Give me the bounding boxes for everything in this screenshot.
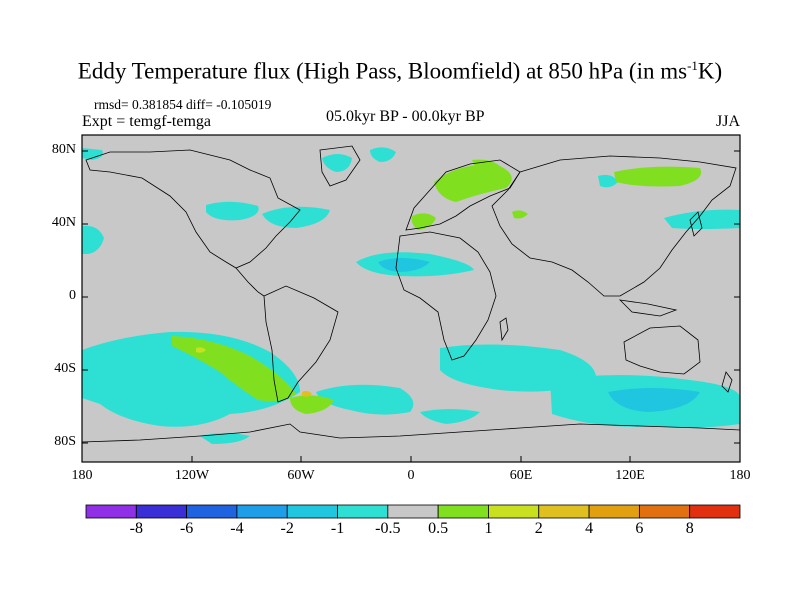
stats-label: rmsd= 0.381854 diff= -0.105019	[94, 97, 272, 112]
coast-australia	[623, 325, 701, 375]
x-tick-label: 180	[729, 468, 751, 483]
colorbar-swatch	[387, 504, 439, 519]
colorbar-swatch	[437, 504, 489, 519]
patch-sh-orange	[302, 390, 312, 397]
coast-greenland	[319, 145, 361, 187]
coastlines	[81, 145, 741, 443]
y-tick-label: 80N	[51, 142, 76, 157]
colorbar-label: 1	[484, 520, 493, 537]
colorbar-label: -2	[280, 520, 294, 537]
season-label: JJA	[716, 113, 741, 130]
y-ticks	[82, 150, 740, 444]
colorbar-label: 2	[534, 520, 543, 537]
patch-natlantic	[262, 206, 330, 228]
colorbar-swatch	[85, 504, 137, 519]
y-tick-label: 80S	[54, 434, 76, 449]
coast-antarctica	[81, 423, 741, 443]
patch-etropatl-core	[378, 258, 430, 272]
patch-europe	[411, 213, 436, 230]
figure-title: Eddy Temperature flux (High Pass, Bloomf…	[77, 58, 723, 84]
coast-north-america	[85, 149, 301, 269]
colorbar-swatch	[135, 504, 188, 519]
colorbar	[85, 504, 741, 519]
patch-barents	[472, 159, 500, 170]
colorbar-label: 4	[585, 520, 594, 537]
patch-scandinavia	[434, 164, 512, 202]
y-tick-label: 40N	[51, 215, 76, 230]
colorbar-swatch	[337, 504, 389, 519]
patch-sh-yellow	[196, 347, 206, 353]
x-tick-label: 0	[407, 468, 415, 483]
colorbar-swatch	[689, 504, 741, 519]
colorbar-label: -6	[179, 520, 194, 537]
colorbar-label: -8	[129, 520, 143, 537]
colorbar-swatch	[588, 504, 640, 519]
y-tick-label: 0	[69, 288, 76, 303]
colorbar-label: 0.5	[428, 520, 449, 537]
coast-south-america	[263, 285, 339, 403]
colorbar-label: -4	[230, 520, 244, 537]
x-ticks	[81, 456, 741, 462]
patch-sh-pacific-green	[172, 336, 296, 402]
x-tick-label: 120E	[615, 468, 645, 483]
coast-central-america	[235, 267, 265, 297]
patch-arctic-e	[598, 174, 618, 188]
coast-madagascar	[499, 317, 509, 342]
colorbar-swatch	[488, 504, 540, 519]
patch-arctic-sib	[322, 154, 352, 172]
patch-sh-atl-green	[290, 395, 334, 414]
patch-sh-atl	[316, 384, 414, 415]
colorbar-swatch	[186, 504, 238, 519]
anomaly-patches	[82, 147, 740, 444]
colorbar-swatch	[638, 504, 691, 519]
patch-greenland	[370, 147, 396, 162]
coast-indonesia	[618, 299, 678, 317]
x-tick-label: 120W	[174, 468, 210, 483]
colorbar-label: -1	[330, 520, 345, 537]
period-label: 05.0kyr BP - 00.0kyr BP	[326, 108, 485, 125]
coast-japan	[689, 211, 703, 237]
patch-antarctic-cyan	[200, 433, 250, 444]
colorbar-swatch	[286, 504, 338, 519]
patch-w-edge	[82, 225, 104, 254]
colorbar-label: -0.5	[375, 520, 401, 537]
x-tick-label: 60E	[509, 468, 533, 483]
coast-africa	[395, 231, 497, 361]
colorbar-label: 8	[685, 520, 694, 537]
patch-w-pacific	[664, 209, 740, 229]
experiment-label: Expt = temgf-temga	[82, 113, 211, 130]
x-tick-label: 180	[71, 468, 93, 483]
patch-siberia	[614, 166, 702, 187]
patch-casia	[512, 210, 528, 219]
colorbar-swatch	[236, 504, 288, 519]
patch-sh-atl2	[420, 409, 480, 424]
y-tick-label: 40S	[54, 361, 76, 376]
patch-sh-indian-core	[608, 388, 700, 412]
coast-asia	[491, 155, 737, 297]
colorbar-label: 6	[635, 520, 644, 537]
coast-new-zealand	[721, 371, 733, 393]
patch-npacific	[206, 201, 259, 221]
x-tick-label: 60W	[287, 468, 315, 483]
colorbar-swatch	[538, 504, 590, 519]
